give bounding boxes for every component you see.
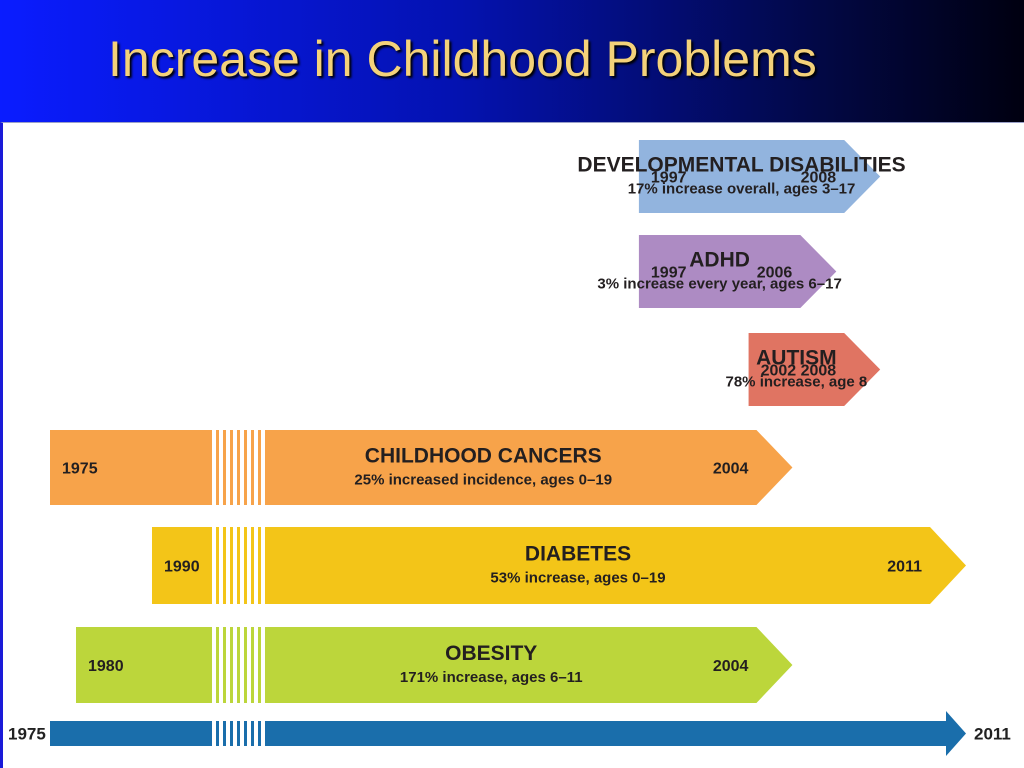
timeline-bar-diabetes: 1990 2011 DIABETES 53% increase, ages 0–19	[152, 526, 966, 605]
bar-break-stripe	[233, 626, 237, 704]
axis-break-stripe	[226, 720, 230, 747]
bar-break-stripe	[247, 626, 251, 704]
bar-break-stripe	[212, 626, 216, 704]
bar-description: 53% increase, ages 0–19	[490, 570, 665, 587]
bar-description: 78% increase, age 8	[726, 374, 868, 391]
bar-break-stripe	[254, 526, 258, 605]
bar-end-year: 2006	[757, 265, 793, 282]
bar-description: 3% increase every year, ages 6–17	[597, 276, 841, 293]
bar-break-stripe	[226, 429, 230, 506]
bar-break-stripe	[219, 429, 223, 506]
bar-arrow-shape	[152, 527, 966, 604]
bar-end-year: 2004	[713, 658, 749, 675]
bar-break-stripe	[226, 526, 230, 605]
axis-break-stripe	[247, 720, 251, 747]
bar-break-stripe	[247, 526, 251, 605]
timeline-bar-obesity: 1980 2004 OBESITY 171% increase, ages 6–11	[76, 626, 793, 704]
bar-start-year: 2002	[761, 363, 797, 380]
bar-name: CHILDHOOD CANCERS	[365, 445, 602, 468]
bar-break-stripe	[261, 429, 265, 506]
content-area	[0, 122, 1024, 768]
bar-arrow-shape	[638, 140, 881, 213]
bar-break-stripe	[261, 526, 265, 605]
bar-break-stripe	[240, 626, 244, 704]
bar-break-stripe	[254, 626, 258, 704]
bar-break-stripe	[233, 429, 237, 506]
bar-end-year: 2008	[801, 363, 837, 380]
bar-arrow-shape	[76, 627, 793, 703]
bar-break-stripe	[240, 429, 244, 506]
axis-break-stripe	[219, 720, 223, 747]
bar-break-stripe	[212, 526, 216, 605]
bar-name: OBESITY	[445, 642, 537, 665]
bar-start-year: 1975	[62, 461, 98, 478]
axis-break-stripe	[261, 720, 265, 747]
bar-end-year: 2008	[801, 170, 837, 187]
bar-description: 17% increase overall, ages 3–17	[628, 181, 856, 198]
bar-arrow-shape	[50, 430, 793, 505]
bar-description: 171% increase, ages 6–11	[400, 669, 583, 686]
bar-break-stripe	[247, 429, 251, 506]
bar-start-year: 1980	[88, 658, 124, 675]
bar-arrow-shape	[638, 235, 837, 308]
bar-name: DEVELOPMENTAL DISABILITIES	[577, 154, 905, 177]
axis-arrow	[50, 711, 966, 756]
axis-end-year: 2011	[974, 725, 1011, 744]
bar-name: AUTISM	[756, 347, 837, 370]
bar-name: DIABETES	[525, 543, 631, 566]
bar-end-year: 2011	[887, 559, 922, 576]
axis-break-stripe	[233, 720, 237, 747]
bar-arrow-shape	[748, 333, 881, 406]
bar-break-stripe	[212, 429, 216, 506]
bar-name: ADHD	[689, 249, 750, 272]
bar-break-stripe	[226, 626, 230, 704]
bar-start-year: 1990	[164, 559, 200, 576]
axis-start-year: 1975	[8, 725, 46, 744]
axis-break-stripe	[240, 720, 244, 747]
axis-break-stripe	[212, 720, 216, 747]
bar-break-stripe	[240, 526, 244, 605]
bar-description: 25% increased incidence, ages 0–19	[354, 472, 612, 489]
bar-break-stripe	[233, 526, 237, 605]
slide-title: Increase in Childhood Problems	[108, 31, 817, 87]
bar-break-stripe	[219, 626, 223, 704]
timeline-bar-adhd: 1997 2006 ADHD 3% increase every year, ages…	[597, 235, 842, 308]
bar-end-year: 2004	[713, 461, 749, 478]
bar-start-year: 1997	[651, 170, 687, 187]
bar-start-year: 1997	[651, 265, 687, 282]
axis-break-stripe	[254, 720, 258, 747]
bar-break-stripe	[261, 626, 265, 704]
timeline-bar-childhood-cancers: 1975 2004 CHILDHOOD CANCERS 25% increased i…	[50, 429, 793, 506]
bar-break-stripe	[219, 526, 223, 605]
bar-break-stripe	[254, 429, 258, 506]
timeline-axis: 1975 2011	[8, 711, 1011, 756]
slide-header: Increase in Childhood Problems	[0, 0, 1024, 122]
